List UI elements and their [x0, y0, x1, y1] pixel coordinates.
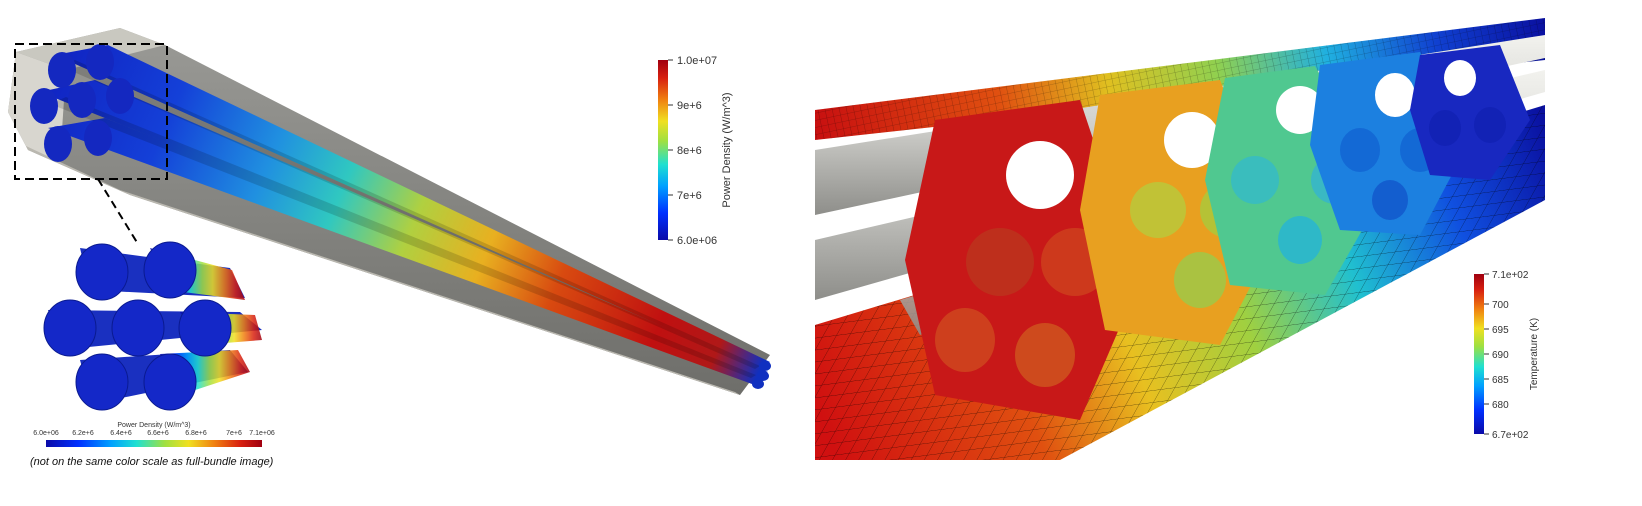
- colorbar-tick-label: 7.1e+02: [1492, 270, 1529, 281]
- colorbar-tick-label: 6.0e+06: [677, 235, 717, 247]
- colorbar-tick-label: 690: [1492, 350, 1509, 361]
- inset-tick-label: 6.4e+6: [110, 430, 132, 437]
- fuel-pins: [30, 44, 771, 389]
- inset-caption: (not on the same color scale as full-bun…: [30, 456, 274, 468]
- colorbar-tick-label: 8e+6: [677, 145, 702, 157]
- inset-colorbar-title: Power Density (W/m^3): [117, 422, 190, 429]
- zoom-region-box: [14, 43, 168, 180]
- colorbar-tick-label: 685: [1492, 375, 1509, 386]
- colorbar-tick-label: 700: [1492, 300, 1509, 311]
- inset-tick-label: 6.0e+06: [33, 430, 59, 437]
- colorbar-tick-label: 680: [1492, 400, 1509, 411]
- spacer-grid-plate: [1410, 45, 1530, 180]
- inset-tick-label: 6.8e+6: [185, 430, 207, 437]
- power-density-colorbar: 1.0e+07 9e+6 8e+6 7e+6 6.0e+06 Power Den…: [658, 55, 733, 247]
- colorbar-title: Power Density (W/m^3): [721, 92, 733, 207]
- inset-colorbar-ticks: 6.0e+06 6.2e+6 6.4e+6 6.6e+6 6.8e+6 7e+6…: [33, 430, 275, 437]
- spacer-grids: [905, 45, 1530, 420]
- spacer-grid-render: [815, 18, 1545, 460]
- colorbar-title: Temperature (K): [1529, 318, 1540, 390]
- inset-tick-label: 6.2e+6: [72, 430, 94, 437]
- inset-tick-label: 6.6e+6: [147, 430, 169, 437]
- colorbar-gradient: [1474, 274, 1484, 434]
- colorbar-tick-label: 695: [1492, 325, 1509, 336]
- inset-colorbar-gradient: [46, 440, 262, 447]
- colorbar-tick-label: 1.0e+07: [677, 55, 717, 67]
- inset-tick-label: 7.1e+06: [249, 430, 275, 437]
- colorbar-gradient: [658, 60, 668, 240]
- inset-pin-cluster: [43, 241, 262, 411]
- colorbar-tick-label: 9e+6: [677, 100, 702, 112]
- temperature-colorbar: 7.1e+02 700 695 690 685 680 6.7e+02 Temp…: [1474, 270, 1540, 441]
- colorbar-tick-label: 7e+6: [677, 190, 702, 202]
- inset-tick-label: 7e+6: [226, 430, 242, 437]
- colorbar-tick-label: 6.7e+02: [1492, 430, 1529, 441]
- fuel-bundle-render: [8, 28, 771, 395]
- inset-colorbar: Power Density (W/m^3) 6.0e+06 6.2e+6 6.4…: [33, 422, 275, 447]
